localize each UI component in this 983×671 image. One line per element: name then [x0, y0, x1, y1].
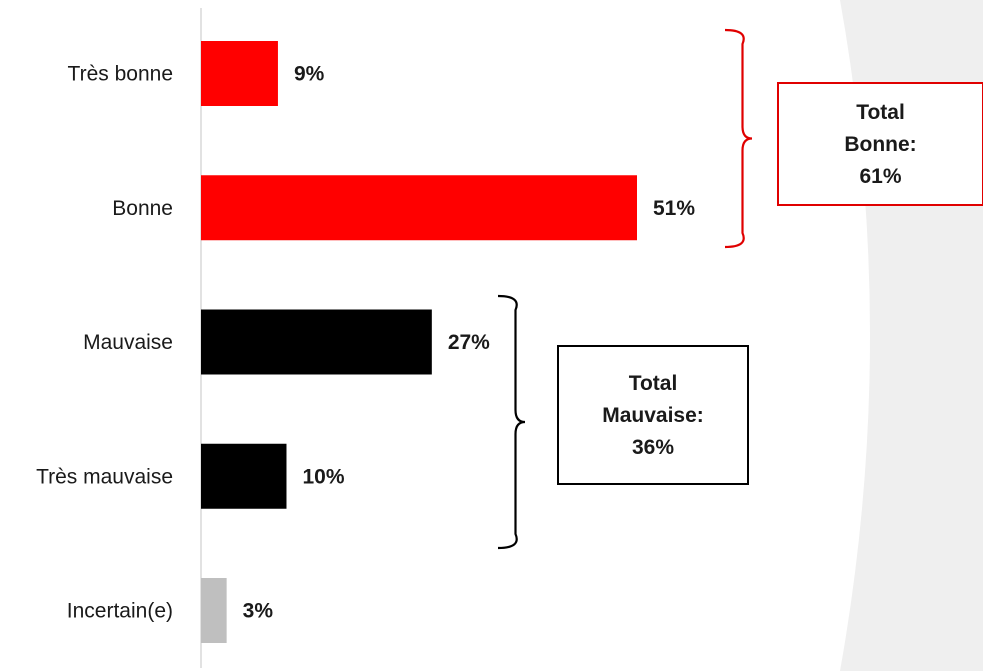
data-label-tres-bonne: 9% [294, 63, 325, 86]
group-brace-2 [497, 294, 526, 550]
total-box-1-line-2: Bonne: [844, 133, 916, 156]
data-label-incertain-e: 3% [243, 600, 274, 623]
total-box-2-line-3: 36% [632, 436, 674, 459]
total-box-2 [557, 345, 749, 485]
bar-tres-bonne [201, 41, 278, 106]
category-label-incertain-e: Incertain(e) [67, 600, 173, 623]
category-label-bonne: Bonne [112, 197, 173, 220]
category-label-tres-bonne: Très bonne [68, 63, 173, 86]
category-label-mauvaise: Mauvaise [83, 331, 173, 354]
total-box-1-line-1: Total [856, 101, 905, 124]
total-box-1 [777, 82, 983, 206]
data-label-bonne: 51% [653, 197, 695, 220]
total-box-1-line-3: 61% [859, 165, 901, 188]
total-box-2-line-2: Mauvaise: [602, 404, 704, 427]
category-label-tres-mauvaise: Très mauvaise [36, 465, 173, 488]
bar-bonne [201, 175, 637, 241]
bar-mauvaise [201, 309, 432, 375]
bar-incertain-e [201, 578, 227, 643]
total-box-2-line-1: Total [629, 372, 678, 395]
data-label-tres-mauvaise: 10% [302, 465, 344, 488]
data-label-mauvaise: 27% [448, 331, 490, 354]
group-brace-1 [724, 28, 753, 249]
bar-tres-mauvaise [201, 443, 287, 509]
